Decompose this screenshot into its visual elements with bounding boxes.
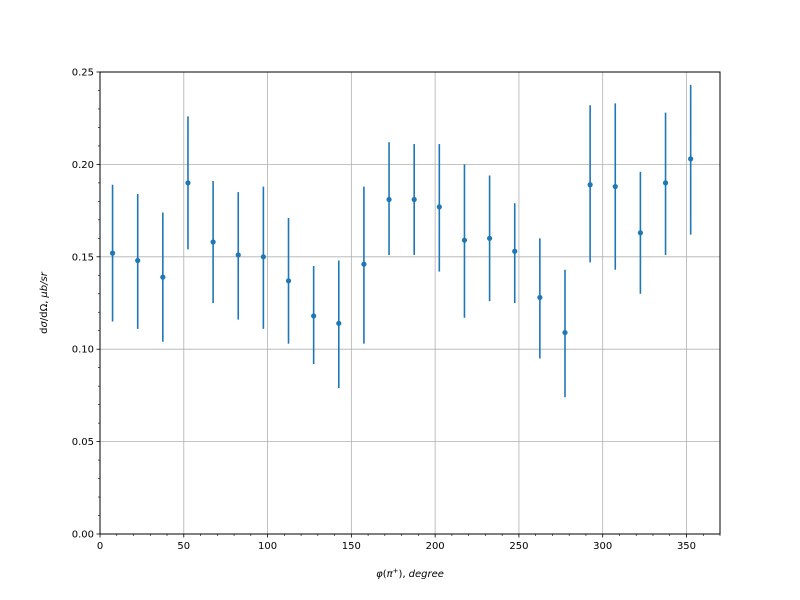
y-tick-label: 0.00 [72,530,94,541]
x-label-phi: φ [376,569,383,580]
data-point [461,237,468,243]
data-point [361,261,367,267]
x-tick-label: 300 [593,541,612,552]
data-point [160,274,166,280]
y-label-d1: d [39,328,50,334]
x-tick-label: 200 [426,541,445,552]
x-tick-label: 250 [509,541,528,552]
data-point [486,235,493,241]
y-label-sr: sr [39,271,50,281]
y-axis-label: dσ/dΩ,μb/sr [39,271,50,334]
data-point [285,278,292,284]
y-label-mu: μ [39,291,50,298]
plot-frame [99,71,721,535]
y-label-sigma: σ [39,321,50,328]
y-tick-label: 0.20 [72,160,94,171]
x-label-close: ) [399,569,403,580]
data-point [311,313,317,319]
x-label-open: ( [383,569,387,580]
y-label-sep: , [39,301,50,304]
data-point [562,329,568,336]
x-tick-label: 150 [342,541,361,552]
data-point [662,180,669,186]
data-point [436,204,442,210]
x-label-unit: degree [409,569,444,580]
data-point [637,230,644,236]
data-point [612,183,618,190]
x-tick-label: 0 [97,541,103,552]
data-point [411,196,417,203]
x-label-sep: , [402,569,405,580]
x-tick-label: 50 [177,541,190,552]
y-tick-label: 0.25 [72,68,94,79]
data-point [260,254,266,260]
data-point [587,182,593,188]
data-layer [109,84,694,398]
y-label-d2: d [39,311,50,317]
data-point [336,320,342,326]
tick-layer: 0 50 100 150 200 250 300 350 0.00 0.05 0.10 0.15 0.2… [72,68,696,553]
data-point [109,250,116,256]
y-tick-label: 0.10 [72,345,94,356]
data-point [386,196,392,203]
y-label-b: b [39,285,50,291]
data-point [537,294,543,301]
x-axis-label: φ(π+), degree [376,567,444,580]
data-point [135,257,141,264]
y-tick-label: 0.15 [72,252,94,263]
data-point [210,239,216,245]
data-point [688,156,694,162]
data-point [235,252,241,258]
x-label-pi: π [387,569,394,580]
x-label-sup: + [393,567,399,575]
y-label-slash: / [39,317,50,321]
y-label-omega: Ω [39,303,50,311]
x-tick-label: 350 [677,541,696,552]
data-point [185,180,191,186]
x-tick-label: 100 [258,541,277,552]
y-label-slash2: / [39,280,50,286]
data-point [512,248,518,254]
y-tick-label: 0.05 [72,437,94,448]
